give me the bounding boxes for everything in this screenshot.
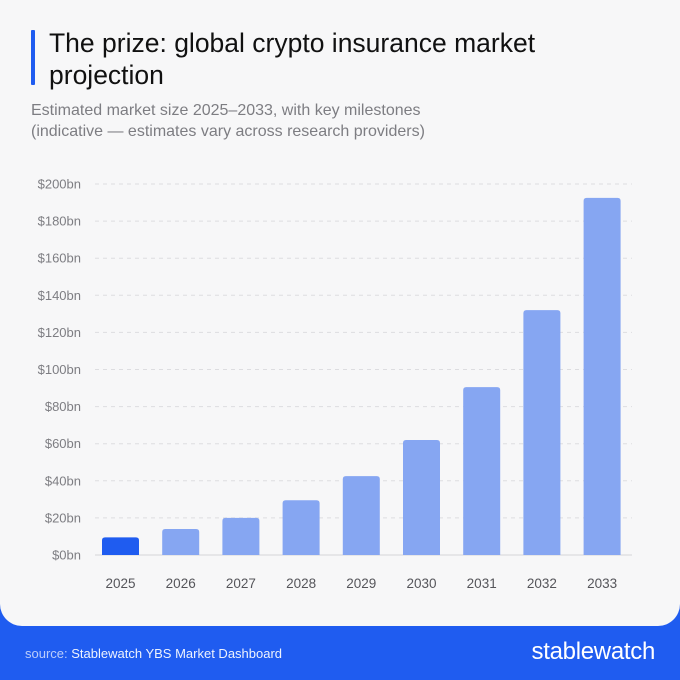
bar-2027 <box>222 517 260 555</box>
chart-card: The prize: global crypto insurance marke… <box>0 0 680 626</box>
x-tick-label: 2026 <box>166 576 196 591</box>
y-tick-label: $200bn <box>38 177 81 192</box>
brand-logo: stablewatch <box>531 638 656 665</box>
x-tick-label: 2028 <box>286 576 316 591</box>
subtitle-line-1: Estimated market size 2025–2033, with ke… <box>31 102 421 119</box>
x-tick-label: 2027 <box>226 576 256 591</box>
y-tick-label: $40bn <box>45 473 81 488</box>
source-label: source: <box>25 646 68 661</box>
page-subtitle: Estimated market size 2025–2033, with ke… <box>31 100 651 142</box>
y-tick-label: $60bn <box>45 436 81 451</box>
x-tick-label: 2025 <box>105 576 135 591</box>
bar-2032 <box>523 310 561 555</box>
y-tick-label: $20bn <box>45 510 81 525</box>
bar-2031 <box>463 387 501 555</box>
source-text: Stablewatch YBS Market Dashboard <box>71 646 283 661</box>
page-title: The prize: global crypto insurance marke… <box>49 28 536 90</box>
subtitle-line-2: (indicative — estimates vary across rese… <box>31 123 425 140</box>
bar-2028 <box>282 500 320 555</box>
y-tick-label: $80bn <box>45 399 81 414</box>
bar-2026 <box>162 529 200 555</box>
y-tick-label: $160bn <box>38 251 81 266</box>
x-tick-label: 2029 <box>346 576 376 591</box>
x-tick-label: 2032 <box>527 576 557 591</box>
y-tick-label: $120bn <box>38 325 81 340</box>
bar-chart: $0bn $20bn $40bn $60bn $80bn $100bn $120bn $140… <box>38 177 632 591</box>
y-tick-label: $100bn <box>38 362 81 377</box>
y-tick-label: $0bn <box>52 548 81 563</box>
title-accent-bar <box>31 30 35 85</box>
x-tick-label: 2030 <box>406 576 436 591</box>
y-tick-label: $140bn <box>38 288 81 303</box>
bar-2029 <box>342 476 380 555</box>
bar-2030 <box>403 439 440 555</box>
x-tick-label: 2033 <box>587 576 617 591</box>
bar-2033 <box>583 197 621 555</box>
y-tick-label: $180bn <box>38 214 81 229</box>
x-tick-label: 2031 <box>467 576 497 591</box>
bar-2025 <box>102 537 139 555</box>
source-note: source: Stablewatch YBS Market Dashboard <box>25 646 282 661</box>
